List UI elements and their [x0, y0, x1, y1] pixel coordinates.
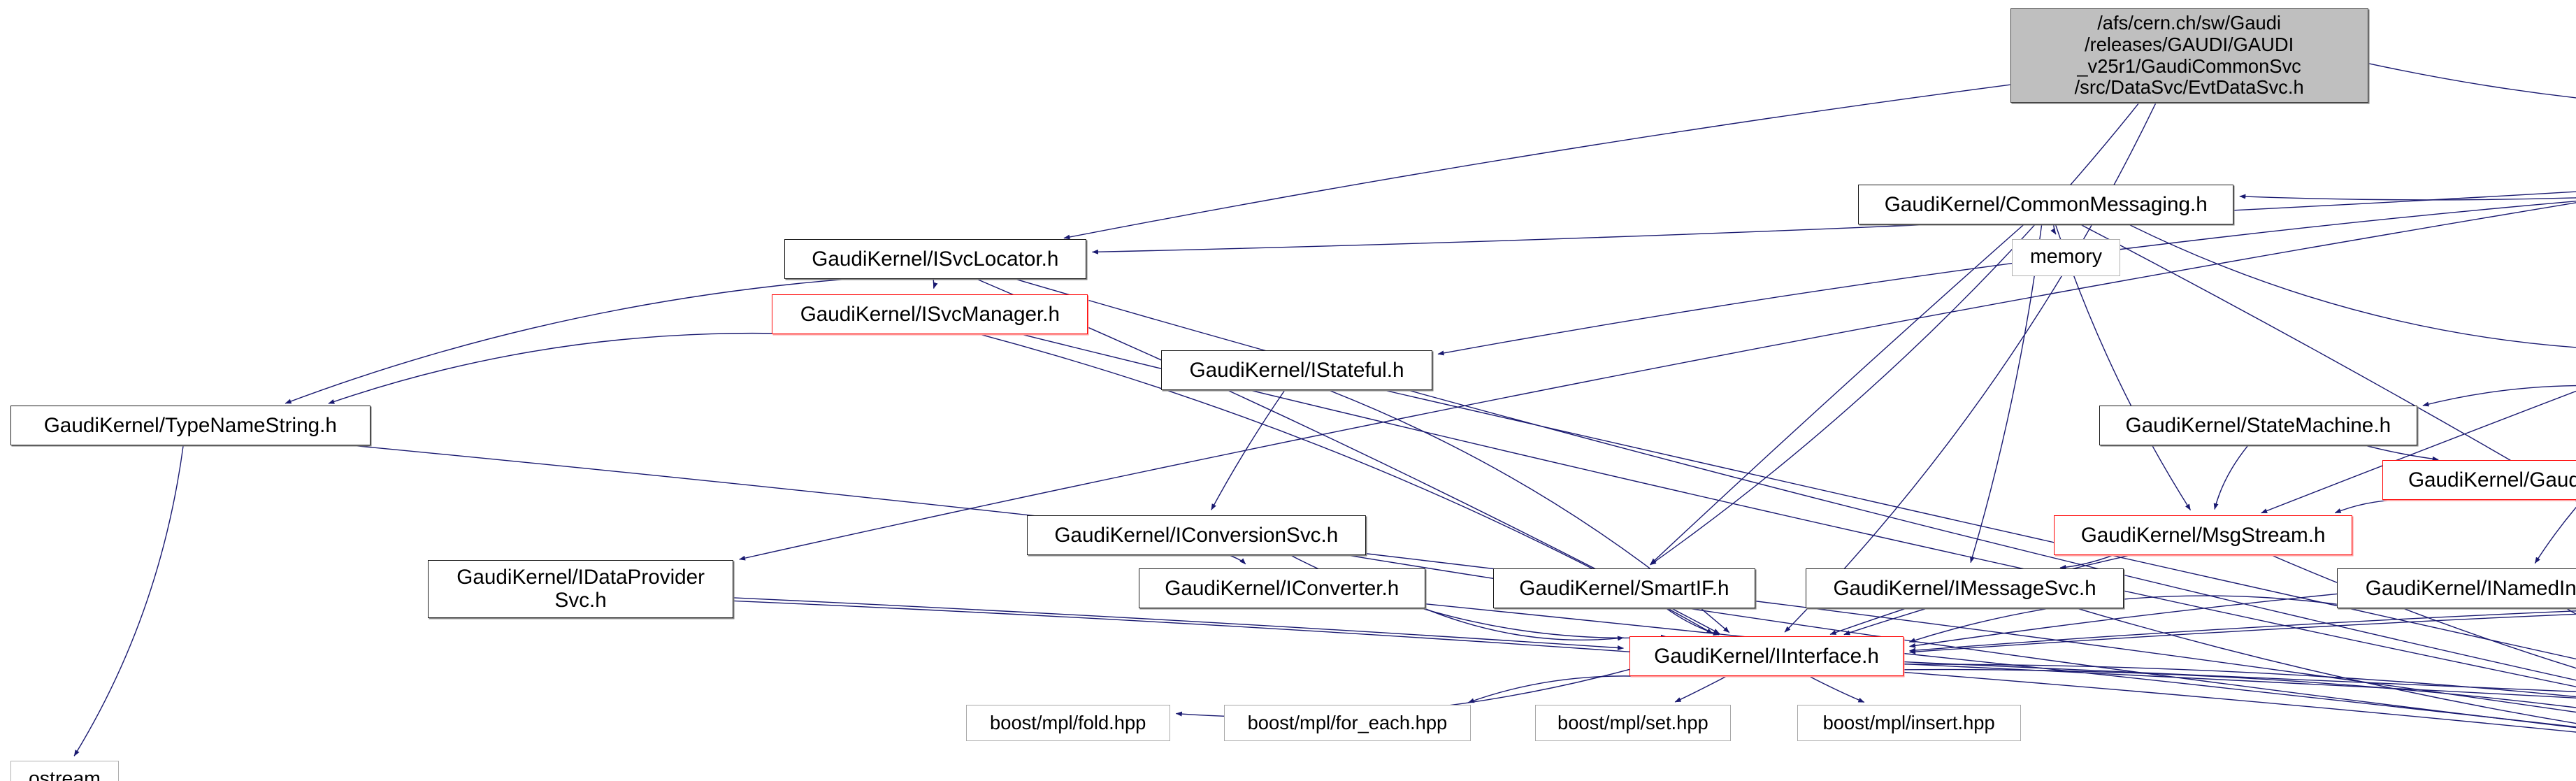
- graph-edge: [1650, 224, 2024, 565]
- graph-edge: [933, 279, 938, 289]
- graph-edge: [2213, 445, 2249, 510]
- graph-edge: [73, 445, 184, 757]
- graph-node-msgstream[interactable]: GaudiKernel/MsgStream.h: [2054, 515, 2353, 555]
- graph-edge: [2239, 194, 2576, 201]
- graph-edge: [1423, 608, 1624, 641]
- graph-edge: [739, 202, 2576, 561]
- graph-node-isvclocator[interactable]: GaudiKernel/ISvcLocator.h: [784, 239, 1086, 280]
- graph-edge: [1650, 102, 2140, 566]
- graph-node-boost_set[interactable]: boost/mpl/set.hpp: [1535, 704, 1731, 741]
- graph-node-imessagesvc[interactable]: GaudiKernel/IMessageSvc.h: [1806, 568, 2124, 608]
- graph-edge: [1467, 675, 1641, 703]
- graph-edge: [2334, 499, 2425, 514]
- graph-edge: [2368, 62, 2576, 99]
- graph-edge: [328, 332, 798, 404]
- graph-edge: [733, 600, 2576, 733]
- graph-node-boost_insert[interactable]: boost/mpl/insert.hpp: [1797, 704, 2021, 741]
- graph-edge: [2128, 224, 2576, 348]
- graph-edge: [2364, 445, 2439, 461]
- graph-node-smartif[interactable]: GaudiKernel/SmartIF.h: [1493, 568, 1755, 608]
- graph-node-iconversionsvc[interactable]: GaudiKernel/IConversionSvc.h: [1027, 515, 1366, 555]
- graph-edge: [1904, 664, 2576, 698]
- graph-edge: [1091, 191, 2576, 255]
- graph-node-iconverter[interactable]: GaudiKernel/IConverter.h: [1138, 568, 1425, 608]
- graph-node-ostream[interactable]: ostream: [10, 761, 119, 781]
- graph-edge: [1425, 603, 2576, 728]
- graph-node-boost_foreach[interactable]: boost/mpl/for_each.hpp: [1224, 704, 1471, 741]
- graph-edge: [1829, 608, 1907, 636]
- graph-edge: [1665, 608, 1720, 636]
- graph-edge: [1228, 554, 1246, 565]
- graph-node-memory[interactable]: memory: [2012, 239, 2120, 276]
- graph-edge: [2059, 554, 2114, 570]
- graph-node-commonmsg[interactable]: GaudiKernel/CommonMessaging.h: [1858, 184, 2234, 224]
- graph-node-iinterface[interactable]: GaudiKernel/IInterface.h: [1629, 636, 1904, 677]
- graph-node-gaudiexception[interactable]: GaudiKernel/GaudiException.h: [2382, 460, 2576, 501]
- graph-node-istateful[interactable]: GaudiKernel/IStateful.h: [1161, 350, 1432, 391]
- graph-edge: [1674, 675, 1727, 703]
- graph-node-idataprovidersvc[interactable]: GaudiKernel/IDataProvider Svc.h: [428, 559, 734, 619]
- graph-edge: [2422, 385, 2576, 407]
- graph-node-istatemachine[interactable]: GaudiKernel/StateMachine.h: [2099, 405, 2417, 445]
- graph-edge: [2566, 608, 2576, 615]
- graph-node-typenamestring[interactable]: GaudiKernel/TypeNameString.h: [10, 405, 370, 445]
- graph-node-inamedinterface[interactable]: GaudiKernel/INamedInterface.h: [2336, 568, 2576, 608]
- graph-edge: [1211, 390, 1286, 510]
- graph-node-boost_fold[interactable]: boost/mpl/fold.hpp: [965, 704, 1170, 741]
- graph-edge: [2075, 608, 2576, 724]
- graph-node-isvcmanager[interactable]: GaudiKernel/ISvcManager.h: [772, 294, 1088, 334]
- graph-edge: [285, 278, 847, 404]
- graph-edge: [1808, 675, 1865, 703]
- graph-edge: [2050, 224, 2057, 235]
- graph-node-root[interactable]: /afs/cern.ch/sw/Gaudi /releases/GAUDI/GA…: [2010, 8, 2368, 103]
